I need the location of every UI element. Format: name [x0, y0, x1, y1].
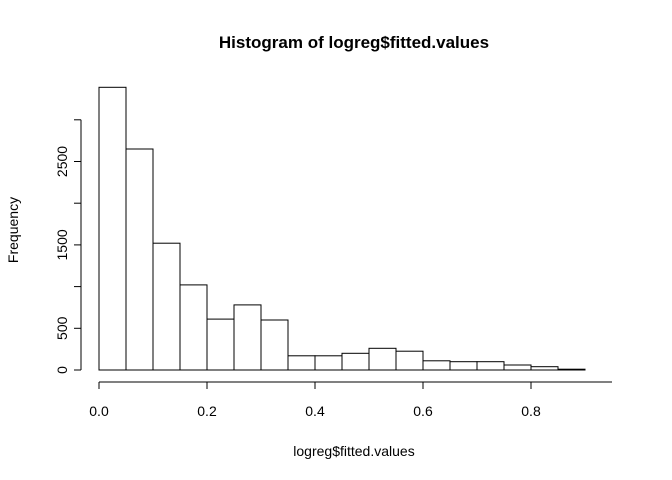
x-axis-label: logreg$fitted.values [293, 443, 414, 459]
y-tick-label: 1500 [54, 229, 70, 260]
histogram-bar [530, 366, 559, 371]
y-axis: 0 500 1500 2500 [54, 119, 82, 374]
histogram-bar [98, 86, 127, 371]
histogram-bar [287, 355, 316, 371]
bars-group [98, 86, 586, 371]
histogram-bar [341, 352, 370, 371]
histogram-bar [179, 284, 208, 371]
y-tick-label: 0 [54, 366, 70, 374]
histogram-bar [422, 360, 451, 371]
y-axis-label: Frequency [5, 197, 21, 263]
y-tick-label: 500 [54, 316, 70, 340]
histogram-bar [314, 355, 343, 371]
histogram-bar [260, 319, 289, 371]
histogram-bar [125, 148, 154, 371]
histogram-bar [152, 242, 181, 371]
y-tick-label: 2500 [54, 146, 70, 177]
x-tick-label: 0.6 [413, 403, 433, 419]
histogram-bar [557, 368, 586, 371]
histogram-bar [449, 361, 478, 371]
x-tick-label: 0.4 [305, 403, 325, 419]
x-axis: 0.0 0.2 0.4 0.6 0.8 [89, 381, 612, 419]
chart-title: Histogram of logreg$fitted.values [219, 33, 489, 52]
x-tick-label: 0.0 [89, 403, 109, 419]
histogram-bar [368, 347, 397, 371]
histogram-bar [503, 364, 532, 371]
histogram-bar [476, 361, 505, 371]
histogram-bar [233, 304, 262, 371]
histogram-bar [395, 350, 424, 371]
histogram-bar [206, 318, 235, 371]
x-tick-label: 0.2 [197, 403, 217, 419]
x-tick-label: 0.8 [521, 403, 541, 419]
